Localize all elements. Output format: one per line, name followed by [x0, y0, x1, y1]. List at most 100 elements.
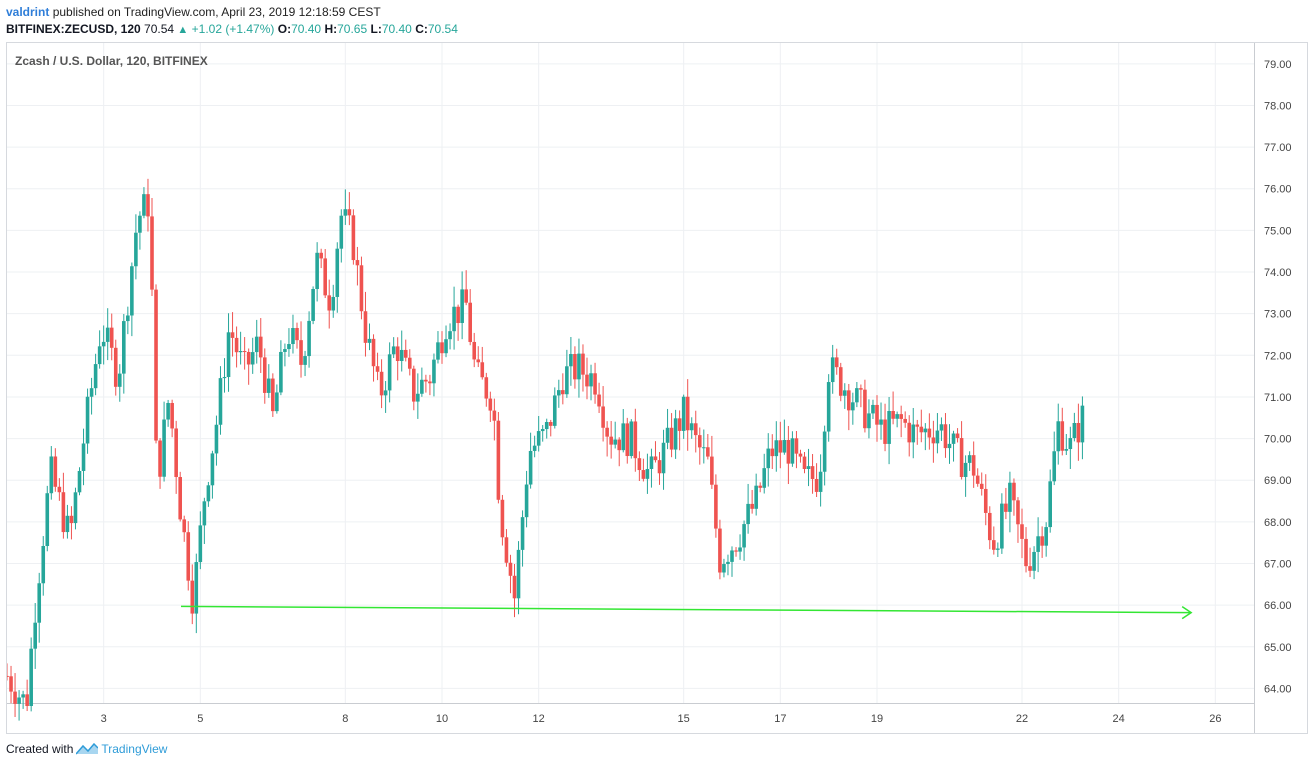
x-tick-label: 8	[342, 713, 348, 725]
candle-body	[178, 477, 182, 520]
candle-body	[754, 485, 758, 509]
candle-body	[762, 468, 767, 488]
candle-body	[693, 423, 698, 436]
candle-body	[484, 377, 489, 399]
candle-body	[146, 194, 150, 217]
candle-body	[311, 289, 315, 321]
symbol-info: BITFINEX:ZECUSD, 120 70.54 ▲ +1.02 (+1.4…	[6, 22, 458, 36]
candle-body	[1028, 566, 1032, 571]
candle-body	[673, 418, 678, 450]
candle-body	[778, 440, 783, 453]
high-label: H:	[324, 22, 338, 36]
candle-body	[182, 519, 187, 533]
candle-body	[963, 462, 968, 477]
tradingview-brand[interactable]: TradingView	[76, 742, 167, 756]
candle-body	[335, 248, 340, 297]
candle-body	[436, 342, 440, 360]
candle-body	[557, 390, 561, 396]
candle-body	[818, 471, 823, 492]
candle-body	[1064, 449, 1069, 451]
support-trendline	[180, 605, 1193, 620]
y-tick-label: 71.00	[1264, 392, 1292, 404]
candle-body	[625, 423, 630, 457]
candle-body	[190, 580, 195, 614]
candle-body	[810, 466, 815, 479]
candle-body	[379, 371, 384, 396]
candle-body	[706, 447, 710, 457]
candle-body	[258, 336, 263, 358]
candle-body	[601, 406, 605, 428]
candle-body	[271, 378, 275, 412]
candle-body	[987, 512, 992, 541]
y-tick-label: 72.00	[1264, 350, 1292, 362]
candle-body	[520, 517, 525, 550]
candle-body	[770, 448, 775, 457]
candle-body	[899, 414, 903, 419]
candle-body	[57, 486, 62, 493]
candle-body	[267, 378, 271, 393]
candle-body	[548, 422, 553, 426]
candle-body	[17, 697, 21, 704]
candle-body	[1036, 536, 1040, 552]
candle-body	[444, 339, 448, 354]
candle-body	[162, 419, 166, 477]
y-tick-label: 75.00	[1264, 225, 1292, 237]
candle-body	[234, 337, 239, 353]
candle-body	[983, 488, 988, 513]
x-tick-label: 12	[533, 713, 545, 725]
candle-body	[113, 347, 118, 387]
candle-body	[363, 311, 368, 343]
candle-body	[246, 351, 251, 365]
candle-body	[883, 419, 887, 444]
candle-body	[838, 367, 843, 396]
candle-body	[613, 439, 617, 445]
candle-body	[319, 252, 323, 259]
candle-body	[609, 436, 613, 445]
chart-frame	[6, 42, 1308, 734]
candle-body	[742, 524, 746, 548]
candle-body	[1056, 421, 1061, 452]
candle-body	[589, 373, 593, 387]
symbol-label: BITFINEX:ZECUSD, 120	[6, 22, 141, 36]
candle-body	[951, 433, 956, 444]
candle-body	[428, 381, 432, 384]
candle-body	[464, 289, 468, 303]
candle-body	[1008, 482, 1012, 512]
candle-body	[500, 499, 505, 538]
candle-body	[287, 344, 291, 350]
candle-body	[53, 456, 58, 487]
candle-body	[955, 433, 960, 439]
candle-body	[41, 546, 46, 584]
candle-body	[830, 357, 835, 383]
candle-body	[49, 456, 54, 494]
candle-body	[117, 373, 122, 387]
candle-body	[126, 315, 130, 322]
candle-body	[351, 215, 356, 261]
candle-body	[851, 402, 855, 411]
author-link[interactable]: valdrint	[6, 5, 50, 19]
candle-body	[89, 388, 94, 397]
candle-body	[573, 354, 577, 380]
candle-body	[37, 583, 42, 623]
candle-body	[508, 562, 513, 576]
candle-body	[460, 289, 464, 324]
y-tick-label: 79.00	[1264, 59, 1292, 71]
price-chart[interactable]: 64.00 65.00 66.00 67.00 68.00 69.00 70.00 71.00…	[7, 43, 1307, 733]
candle-body	[967, 455, 972, 463]
candle-body	[343, 209, 348, 216]
candle-body	[238, 351, 243, 353]
candle-body	[476, 359, 481, 363]
candle-body	[726, 561, 730, 565]
candle-body	[1076, 422, 1081, 443]
candle-body	[1052, 451, 1057, 482]
candle-body	[544, 422, 549, 430]
candle-body	[996, 548, 1000, 550]
candle-body	[746, 503, 750, 525]
published-text: published on TradingView.com, April 23, …	[52, 5, 381, 19]
candle-body	[577, 353, 581, 380]
candle-body	[516, 549, 521, 599]
candle-body	[826, 382, 831, 432]
candle-body	[250, 352, 255, 365]
candle-body	[29, 648, 33, 706]
candle-body	[101, 341, 106, 347]
